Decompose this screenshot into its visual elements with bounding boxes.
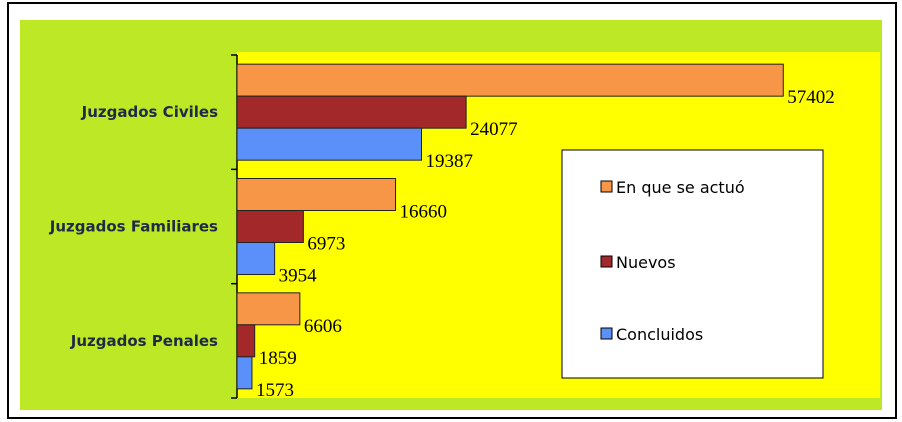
bar [236, 292, 301, 326]
value-label: 24077 [470, 119, 518, 140]
legend-swatch [600, 255, 613, 268]
value-label: 6606 [304, 316, 342, 337]
value-label: 19387 [425, 151, 473, 172]
bar [236, 242, 276, 275]
bar [236, 127, 422, 161]
legend-label: Nuevos [616, 253, 676, 272]
value-label: 3954 [279, 266, 318, 287]
category-label: Juzgados Civiles [81, 103, 218, 121]
bar [236, 356, 253, 390]
bar [236, 210, 304, 243]
legend-label: En que se actuó [616, 178, 745, 197]
bar [236, 95, 467, 129]
value-label: 1573 [256, 380, 294, 401]
bar [236, 324, 256, 358]
legend-swatch [600, 327, 613, 340]
legend-swatch [600, 180, 613, 193]
bar [236, 178, 397, 211]
category-label: Juzgados Familiares [49, 218, 218, 236]
legend-label: Concluidos [616, 325, 703, 344]
value-label: 57402 [787, 87, 835, 108]
value-label: 1859 [259, 348, 297, 369]
category-label: Juzgados Penales [70, 332, 218, 350]
value-label: 6973 [307, 234, 345, 255]
bar [236, 63, 784, 97]
value-label: 16660 [400, 202, 448, 223]
